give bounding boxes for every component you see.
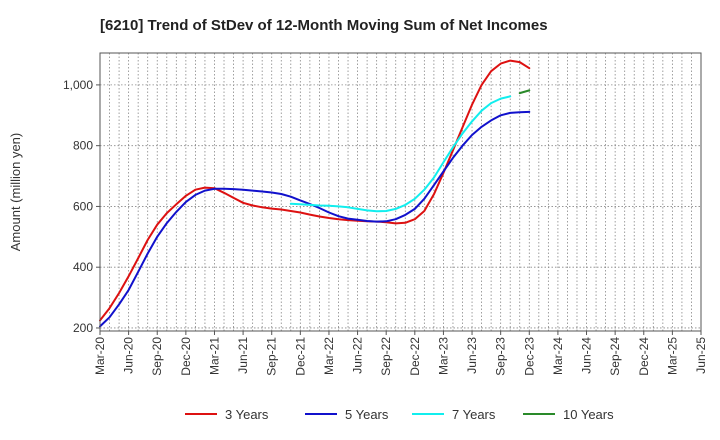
x-tick-label: Dec-21: [293, 337, 307, 376]
x-tick-label: Jun-21: [236, 337, 250, 374]
x-tick-label: Dec-23: [522, 337, 536, 376]
x-tick-label: Mar-23: [436, 337, 450, 375]
y-tick-label: 1,000: [63, 78, 93, 92]
y-tick-label: 200: [73, 321, 93, 335]
series-layer: [99, 59, 531, 328]
x-tick-label: Dec-20: [179, 337, 193, 376]
series-line-7-years: [289, 95, 512, 213]
x-tick-label: Mar-25: [665, 337, 679, 375]
chart-title: [6210] Trend of StDev of 12-Month Moving…: [100, 17, 548, 34]
y-tick-label: 800: [73, 139, 93, 153]
legend-label-3-years: 3 Years: [225, 407, 269, 422]
x-tick-label: Dec-24: [637, 337, 651, 376]
x-tick-label: Jun-20: [122, 337, 136, 374]
y-axis-label: Amount (million yen): [8, 133, 23, 252]
x-tick-label: Sep-21: [265, 337, 279, 376]
y-tick-label: 400: [73, 260, 93, 274]
grid-layer: [100, 53, 701, 331]
legend: 3 Years 5 Years 7 Years 10 Years: [185, 407, 614, 422]
y-tick-label: 600: [73, 199, 93, 213]
x-tick-label: Jun-24: [580, 337, 594, 374]
x-tick-label: Sep-23: [494, 337, 508, 376]
x-tick-label: Mar-20: [93, 337, 107, 375]
x-tick-labels: Mar-20 Jun-20 Sep-20 Dec-20 Mar-21 Jun-21 Sep-…: [93, 331, 708, 376]
series-line-10-years: [518, 89, 531, 95]
legend-label-5-years: 5 Years: [345, 407, 389, 422]
series-line-5-years: [99, 110, 531, 328]
legend-label-10-years: 10 Years: [563, 407, 614, 422]
x-tick-label: Sep-22: [379, 337, 393, 376]
x-tick-label: Mar-22: [322, 337, 336, 375]
legend-label-7-years: 7 Years: [452, 407, 496, 422]
x-tick-label: Mar-24: [551, 337, 565, 375]
x-tick-label: Jun-23: [465, 337, 479, 374]
x-tick-label: Dec-22: [408, 337, 422, 376]
x-tick-label: Sep-20: [150, 337, 164, 376]
x-tick-label: Jun-25: [694, 337, 708, 374]
x-tick-label: Sep-24: [608, 337, 622, 376]
plot-frame: [99, 52, 702, 332]
x-tick-label: Jun-22: [351, 337, 365, 374]
series-line-3-years: [99, 59, 531, 322]
y-tick-labels: 200 400 600 800 1,000: [63, 78, 100, 335]
x-tick-label: Mar-21: [207, 337, 221, 375]
